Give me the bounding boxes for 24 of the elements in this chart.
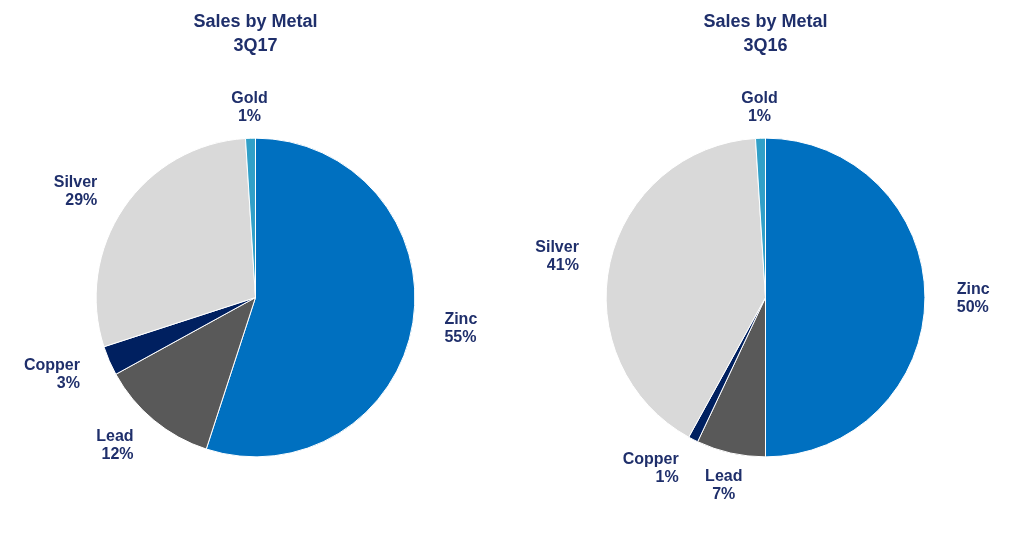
- slice-label: Lead: [96, 427, 134, 445]
- slice-label: Zinc: [444, 309, 478, 327]
- data-label: 50%: [956, 298, 989, 315]
- data-label: 41%: [546, 256, 579, 274]
- slice-label: Gold: [741, 88, 778, 106]
- data-label: 7%: [712, 484, 736, 502]
- slice-label: Zinc: [956, 280, 990, 297]
- data-label: 55%: [444, 327, 477, 345]
- slice-label: Gold: [231, 88, 268, 106]
- slice-label: Silver: [535, 238, 579, 256]
- slice-label: Copper: [622, 450, 679, 468]
- data-label: 3%: [56, 373, 80, 391]
- slice-label: Copper: [23, 355, 80, 373]
- slice-label: Lead: [705, 466, 743, 484]
- data-label: 1%: [237, 106, 262, 124]
- data-label: 1%: [655, 468, 679, 486]
- data-label: 1%: [747, 106, 772, 124]
- chart-title: Sales by Metal: [193, 10, 318, 31]
- chart-subtitle: 3Q16: [743, 34, 788, 55]
- data-label: 12%: [101, 445, 134, 463]
- chart-title: Sales by Metal: [703, 10, 828, 31]
- slice-label: Silver: [53, 172, 98, 190]
- data-label: 29%: [65, 190, 98, 208]
- chart-subtitle: 3Q17: [233, 34, 278, 55]
